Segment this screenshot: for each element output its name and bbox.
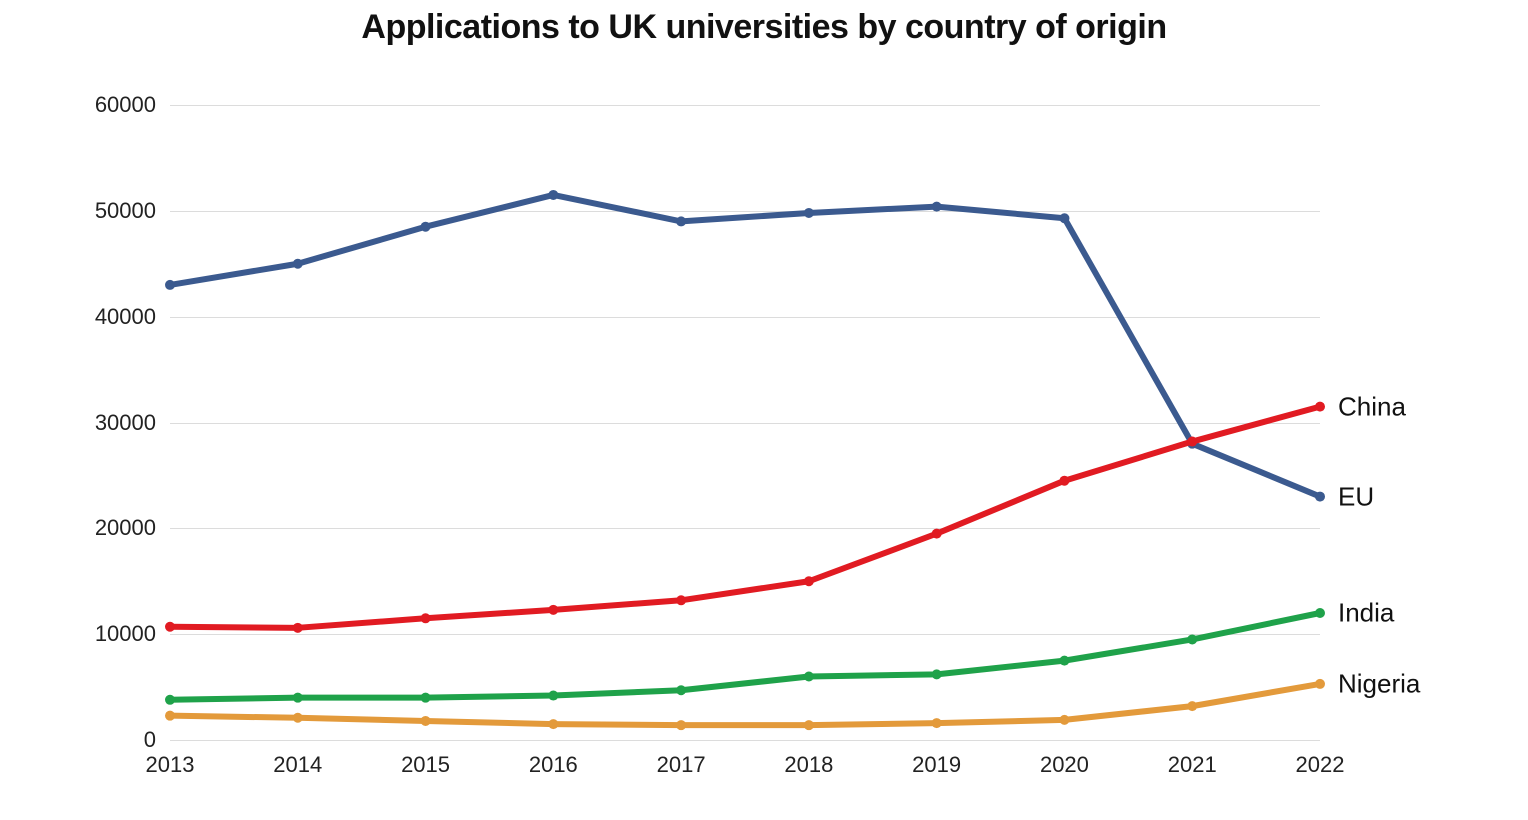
x-tick-label: 2020 [1040,740,1089,778]
series-marker [1059,213,1069,223]
x-tick-label: 2015 [401,740,450,778]
series-marker [932,718,942,728]
series-line-nigeria [170,684,1320,725]
y-tick-label: 10000 [95,621,170,647]
series-marker [676,720,686,730]
series-marker [932,202,942,212]
y-tick-label: 50000 [95,198,170,224]
series-marker [804,208,814,218]
series-marker [1059,656,1069,666]
y-tick-label: 40000 [95,304,170,330]
x-tick-label: 2014 [273,740,322,778]
line-chart: Applications to UK universities by count… [0,0,1528,820]
series-marker [548,691,558,701]
series-marker [676,595,686,605]
series-marker [932,529,942,539]
series-marker [548,719,558,729]
series-marker [804,720,814,730]
series-marker [1187,437,1197,447]
series-marker [293,713,303,723]
y-tick-label: 30000 [95,410,170,436]
series-marker [1187,634,1197,644]
series-marker [421,693,431,703]
x-tick-label: 2022 [1296,740,1345,778]
plot-area: 0100002000030000400005000060000201320142… [170,105,1320,740]
series-marker [1187,701,1197,711]
series-marker [293,623,303,633]
series-label-eu: EU [1320,481,1374,512]
series-label-india: India [1320,598,1394,629]
series-marker [293,259,303,269]
series-marker [165,622,175,632]
series-marker [804,672,814,682]
series-label-china: China [1320,391,1406,422]
series-marker [676,216,686,226]
series-marker [1059,715,1069,725]
x-tick-label: 2017 [657,740,706,778]
series-line-china [170,407,1320,628]
series-marker [421,222,431,232]
series-marker [676,685,686,695]
y-tick-label: 60000 [95,92,170,118]
series-marker [548,190,558,200]
series-marker [421,716,431,726]
series-marker [1059,476,1069,486]
series-marker [421,613,431,623]
x-tick-label: 2021 [1168,740,1217,778]
y-tick-label: 20000 [95,515,170,541]
x-tick-label: 2013 [146,740,195,778]
series-marker [293,693,303,703]
series-marker [548,605,558,615]
chart-lines [170,105,1320,740]
chart-title: Applications to UK universities by count… [0,8,1528,47]
x-tick-label: 2019 [912,740,961,778]
series-marker [165,695,175,705]
gridline [170,740,1320,741]
x-tick-label: 2016 [529,740,578,778]
series-marker [804,576,814,586]
series-marker [165,711,175,721]
series-marker [165,280,175,290]
series-line-eu [170,195,1320,497]
x-tick-label: 2018 [784,740,833,778]
series-marker [932,669,942,679]
series-label-nigeria: Nigeria [1320,668,1420,699]
